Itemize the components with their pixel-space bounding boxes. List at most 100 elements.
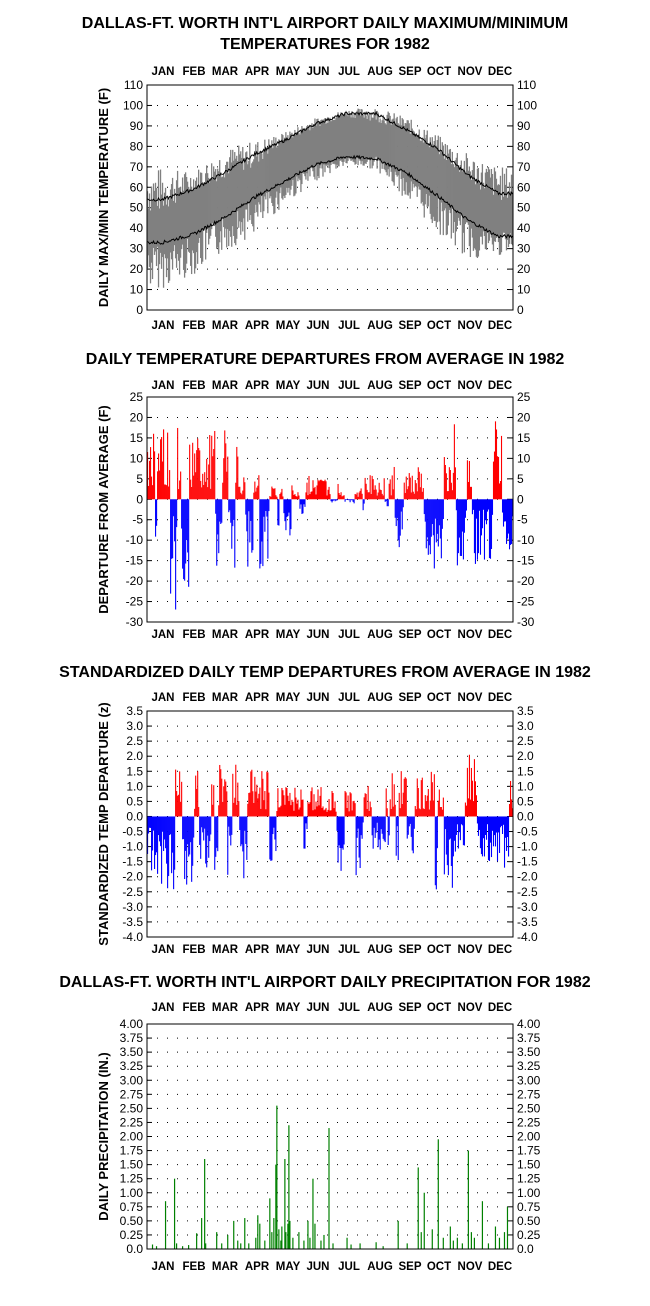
chart2-departure-bar	[205, 481, 207, 500]
chart2-departure-bar	[392, 489, 394, 500]
chart2-departure-bar	[315, 494, 317, 500]
chart3-departure-bar	[486, 816, 489, 825]
chart2-departure-bar	[292, 490, 294, 500]
chart4-month-label-top: MAY	[276, 1002, 301, 1014]
chart3-departure-bar	[382, 816, 384, 839]
chart3-departure-bar	[500, 816, 503, 826]
chart2-departure-bar	[332, 499, 334, 502]
chart2-departure-bar	[289, 499, 291, 536]
chart2-departure-bar	[469, 486, 471, 500]
chart2-departure-bar	[254, 481, 256, 500]
chart2-departure-bar	[340, 492, 342, 500]
chart4-ytick-label-left: 0.25	[120, 1228, 144, 1242]
chart3-departure-bar	[203, 816, 205, 841]
chart3-departure-bar	[435, 816, 437, 890]
chart2-departure-bar	[498, 483, 501, 500]
chart3-departure-bar	[159, 816, 161, 842]
chart3-departure-bar	[322, 806, 324, 817]
chart3-departure-bar	[156, 816, 158, 853]
chart3-departure-bar	[260, 808, 262, 817]
chart2-departure-bar	[367, 492, 369, 500]
chart3-departure-bar	[470, 767, 472, 817]
chart3-departure-bar	[506, 816, 509, 838]
chart3-departure-bar	[419, 809, 421, 817]
chart3-departure-bar	[400, 771, 402, 817]
chart2-departure-bar	[440, 499, 442, 559]
chart3-departure-bar	[469, 799, 471, 817]
chart3-departure-bar	[473, 759, 475, 817]
chart3-departure-bar	[184, 816, 186, 880]
chart3-departure-bar	[481, 816, 484, 857]
chart4-ytick-label-right: 3.75	[517, 1031, 541, 1045]
chart3-departure-bar	[317, 789, 319, 817]
chart2-departure-bar	[223, 458, 225, 500]
chart3-departure-bar	[316, 806, 318, 817]
chart3-departure-bar	[246, 816, 248, 860]
chart3-month-label-bottom: OCT	[427, 944, 451, 956]
chart2-departure-bar	[477, 499, 480, 554]
chart3-ytick-label-left: -1.5	[122, 855, 143, 869]
chart3-departure-bar	[268, 792, 270, 817]
chart2-departure-bar	[351, 499, 353, 501]
chart2-departure-bar	[458, 499, 460, 538]
chart3-departure-bar	[191, 816, 193, 882]
chart3-month-label-top: SEP	[398, 692, 421, 704]
chart3-departure-bar	[200, 816, 202, 859]
chart3-departure-bar	[378, 816, 380, 840]
chart3-departure-bar	[204, 816, 206, 829]
chart2-departure-bar	[192, 442, 194, 500]
chart3-departure-bar	[280, 805, 282, 817]
chart2-departure-bar	[397, 499, 399, 541]
chart2-departure-bar	[210, 488, 212, 500]
chart2-departure-bar	[323, 481, 325, 500]
chart2-departure-bar	[509, 499, 512, 545]
chart3-month-label-top: OCT	[427, 692, 451, 704]
chart1-ytick-label-left: 10	[130, 283, 144, 297]
chart3: 3.5 3.53.0 3.02.5 2.52.0 2.01.5 1.51.0 1.00.5 0…	[96, 692, 538, 956]
chart3-departure-bar	[175, 769, 177, 817]
chart3-departure-bar	[326, 811, 328, 817]
chart3-departure-bar	[368, 810, 370, 817]
chart3-departure-bar	[397, 816, 399, 861]
chart3-departure-bar	[411, 816, 413, 851]
chart4-ytick-label-right: 2.75	[517, 1087, 541, 1101]
chart3-departure-bar	[380, 816, 382, 830]
chart3-departure-bar	[348, 811, 350, 817]
chart1-month-label-bottom: MAY	[276, 320, 301, 332]
chart2-departure-bar	[436, 499, 438, 534]
chart3-departure-bar	[276, 811, 278, 817]
chart2-departure-bar	[307, 495, 309, 500]
chart3-departure-bar	[404, 777, 406, 817]
chart2-departure-bar	[180, 471, 182, 500]
chart3-departure-bar	[439, 807, 441, 817]
chart3-departure-bar	[223, 786, 225, 817]
chart2-departure-bar	[349, 499, 351, 503]
chart2-departure-bar	[441, 499, 443, 529]
chart3-departure-bar	[206, 816, 208, 868]
chart3-departure-bar	[253, 802, 255, 817]
chart2-departure-bar	[407, 486, 409, 500]
chart3-departure-bar	[501, 816, 504, 834]
chart2-ytick-label-right: -15	[517, 554, 535, 568]
chart2-month-label-bottom: AUG	[367, 629, 393, 641]
chart3-departure-bar	[457, 816, 459, 849]
chart4-ytick-label-left: 1.00	[120, 1186, 144, 1200]
chart2-departure-bar	[276, 496, 278, 500]
chart3-departure-bar	[328, 798, 330, 817]
chart2-ytick-label-left: -10	[126, 533, 144, 547]
chart3-departure-bar	[195, 775, 197, 817]
chart2-departure-bar	[179, 480, 181, 500]
chart2-departure-bar	[496, 456, 499, 500]
chart4-ytick-label-left: 3.00	[120, 1073, 144, 1087]
chart2-departure-bar	[297, 492, 299, 500]
chart2-departure-bar	[299, 499, 301, 509]
chart2-departure-bar	[250, 499, 252, 521]
chart3-departure-bar	[292, 801, 294, 817]
chart3-departure-bar	[239, 816, 241, 831]
chart3-ytick-label-left: -0.5	[122, 825, 143, 839]
chart3-departure-bar	[464, 802, 466, 817]
chart2-month-label-bottom: JAN	[151, 629, 174, 641]
chart2-departure-bar	[184, 499, 186, 581]
chart3-departure-bar	[447, 816, 449, 876]
chart3-departure-bar	[176, 791, 178, 817]
